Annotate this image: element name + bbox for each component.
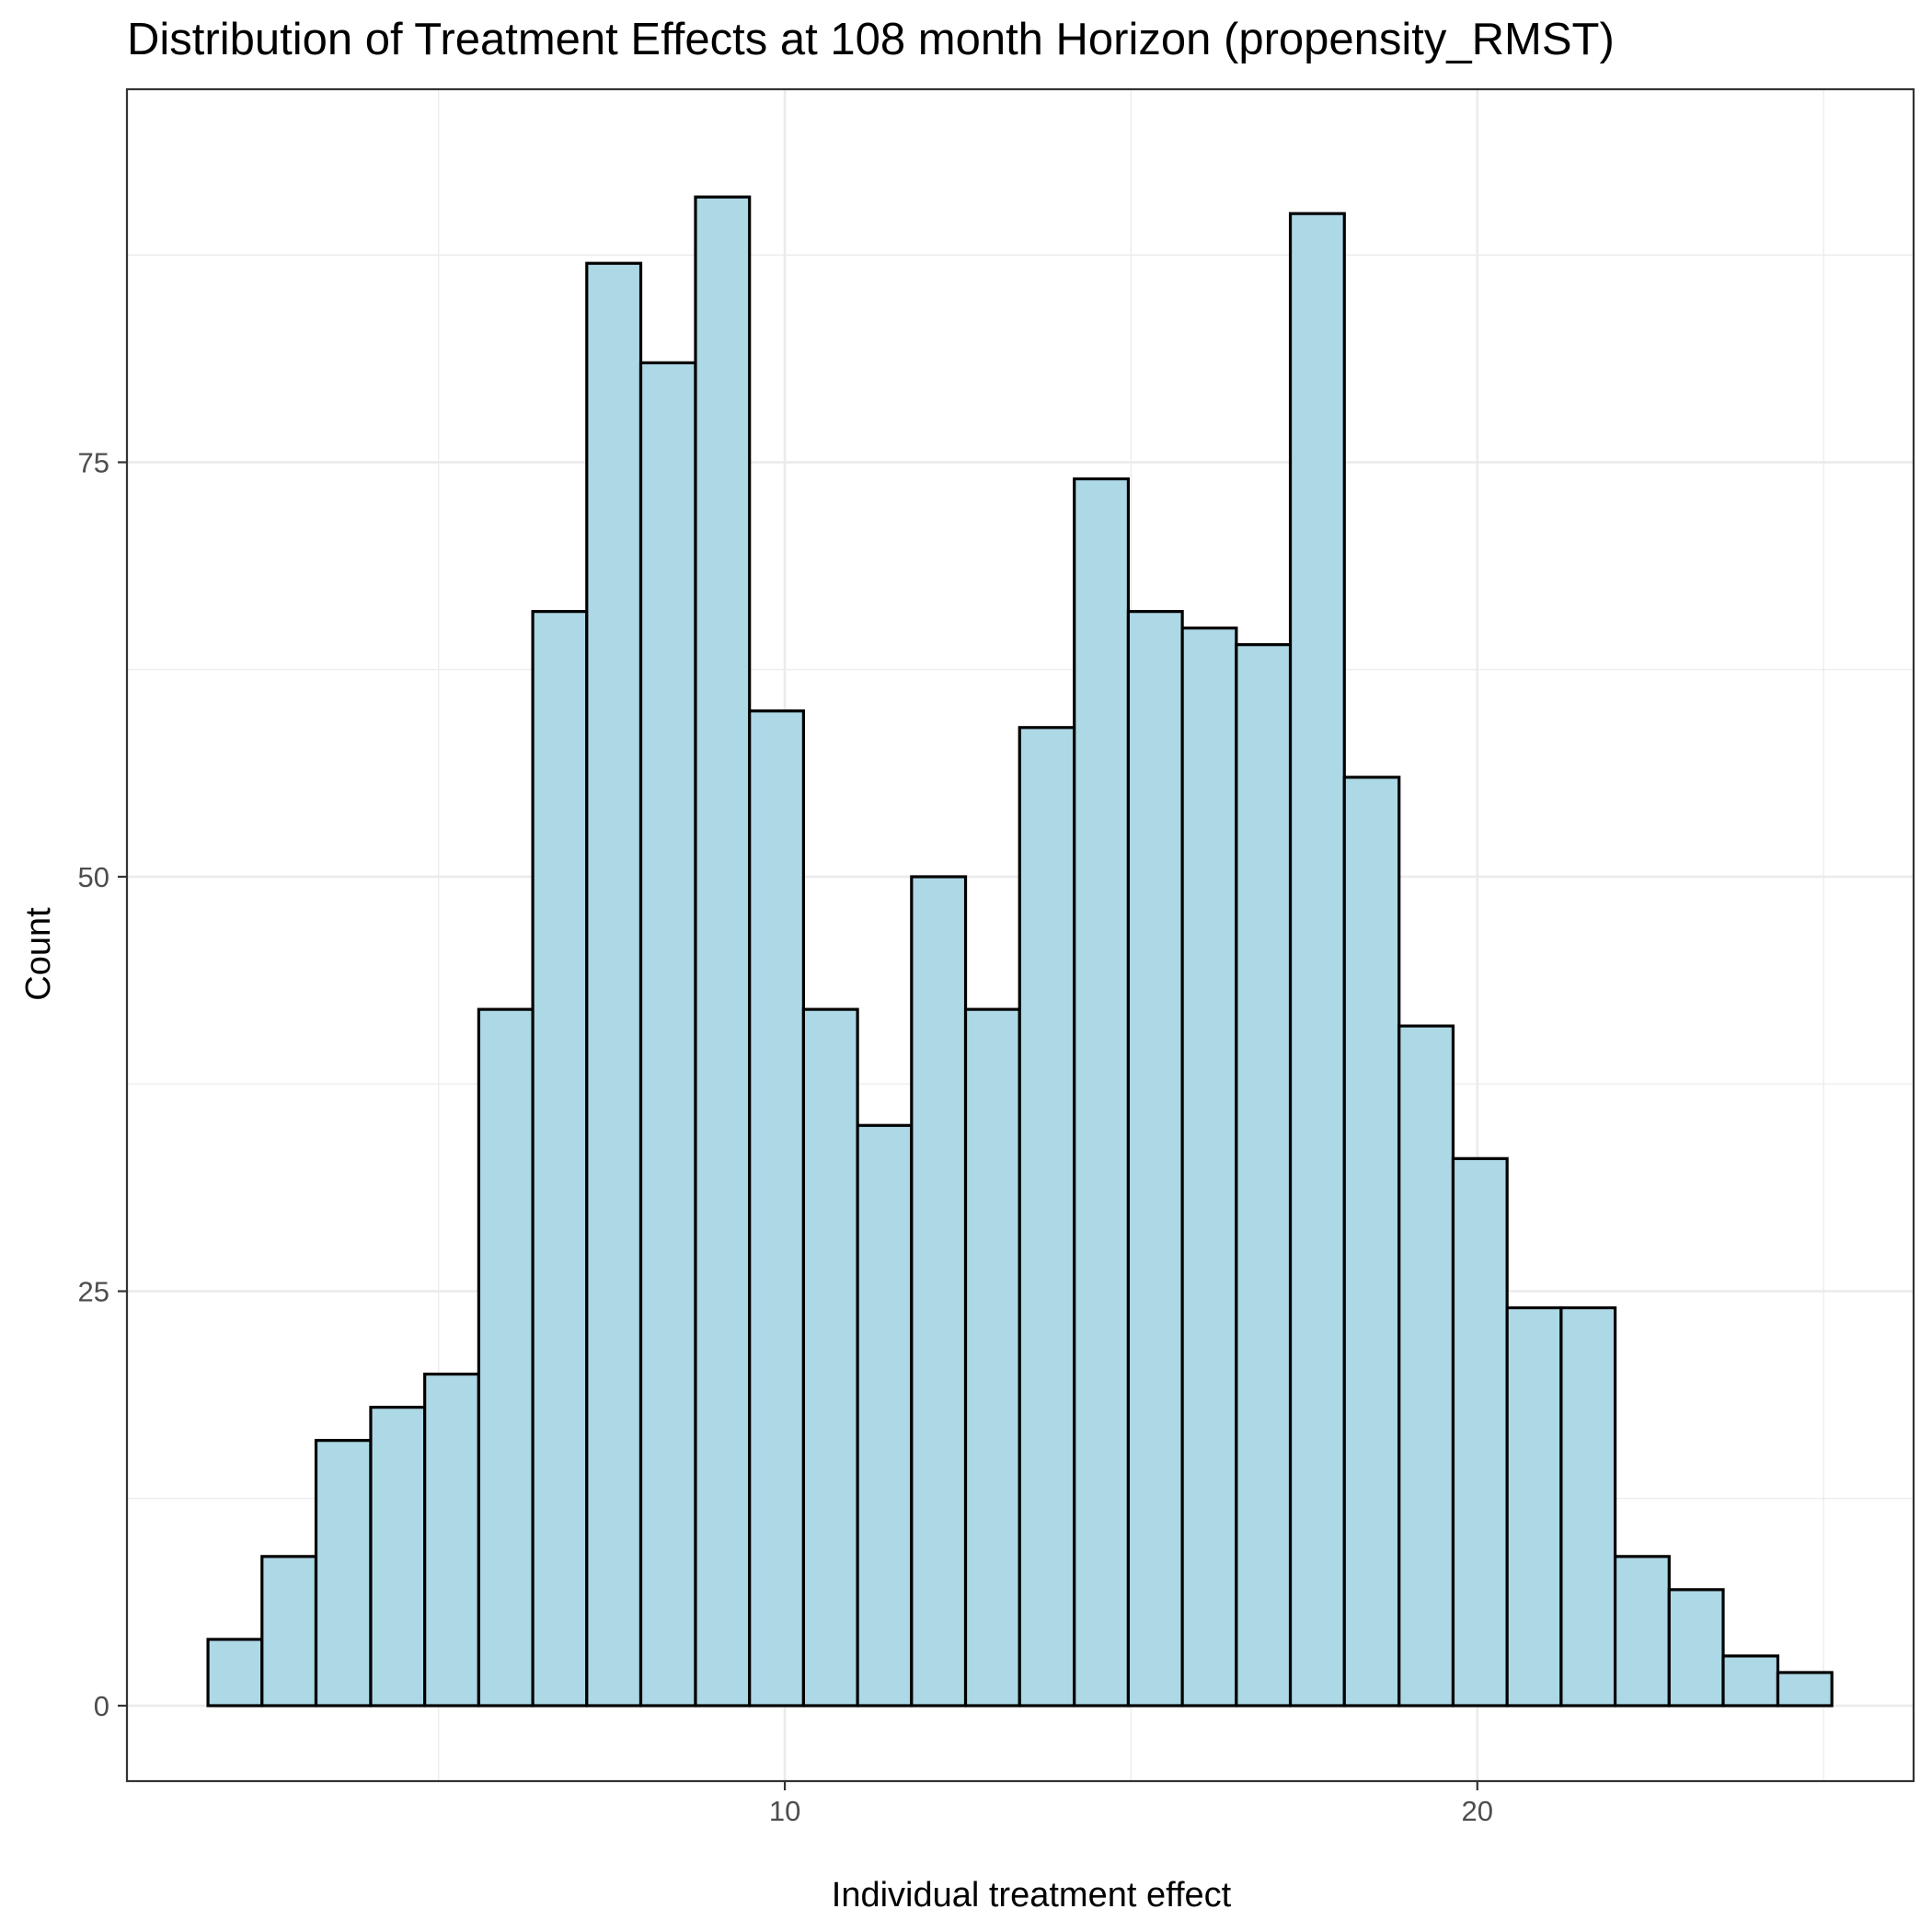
- y-tick-label: 75: [78, 446, 109, 478]
- histogram-bar: [1126, 610, 1184, 1708]
- y-axis: 0 25 50 75: [78, 446, 127, 1722]
- x-axis-title: Individual treatment effect: [832, 1876, 1232, 1915]
- histogram-bar: [910, 875, 968, 1708]
- histogram-bar: [1397, 1024, 1455, 1708]
- histogram-bar: [206, 1638, 264, 1708]
- histogram-bar: [260, 1555, 318, 1708]
- y-axis-title: Count: [19, 907, 58, 1001]
- histogram-bar: [1451, 1156, 1509, 1708]
- histogram-bar: [694, 195, 752, 1708]
- histogram-bar: [585, 261, 643, 1708]
- histogram-bar: [1667, 1588, 1725, 1708]
- histogram-bar: [801, 1007, 859, 1708]
- histogram-bar: [369, 1406, 427, 1708]
- histogram-bar: [477, 1007, 535, 1708]
- histogram-bar: [638, 361, 697, 1708]
- histogram-bar: [856, 1123, 914, 1708]
- histogram-bar: [1776, 1671, 1834, 1708]
- chart-title: Distribution of Treatment Effects at 108…: [127, 15, 1615, 64]
- histogram-bar: [1721, 1654, 1780, 1708]
- y-tick-label: 25: [78, 1275, 109, 1307]
- histogram-bar: [1018, 726, 1076, 1708]
- histogram-bar: [1180, 627, 1238, 1708]
- x-tick-label: 10: [769, 1795, 800, 1827]
- histogram-bar: [314, 1439, 373, 1708]
- histogram-bar: [1235, 643, 1293, 1708]
- histogram-bar: [1505, 1305, 1563, 1708]
- histogram-bar: [531, 610, 589, 1708]
- histogram-bar: [1559, 1305, 1617, 1708]
- histogram-bar: [1342, 776, 1401, 1708]
- bars-layer: [206, 195, 1834, 1708]
- histogram-bar: [1073, 477, 1131, 1708]
- histogram-bar: [1613, 1555, 1671, 1708]
- histogram-bar: [963, 1007, 1021, 1708]
- histogram-bar: [748, 709, 806, 1708]
- x-axis: 10 20: [769, 1781, 1493, 1827]
- x-tick-label: 20: [1462, 1795, 1493, 1827]
- histogram-bar: [1288, 212, 1346, 1708]
- panel-border: [125, 87, 1915, 1783]
- histogram-bar: [423, 1372, 480, 1708]
- y-tick-label: 0: [94, 1690, 109, 1722]
- y-tick-label: 50: [78, 861, 109, 893]
